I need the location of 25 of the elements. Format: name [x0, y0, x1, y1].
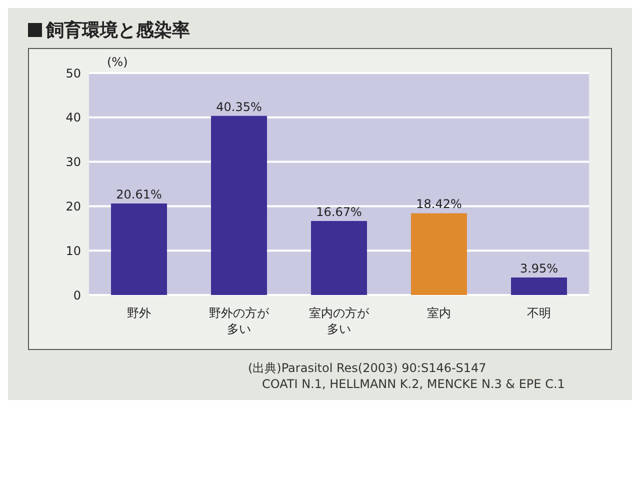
- data-label: 16.67%: [316, 204, 362, 219]
- text: COATI N.1, HELLMANN K.2, MENCKE N.3 & EPE C.1: [262, 376, 566, 392]
- bar: [411, 213, 467, 295]
- y-tick-label: 40: [66, 110, 81, 125]
- data-label: 18.42%: [416, 197, 462, 212]
- y-tick-label: 10: [66, 244, 81, 258]
- x-tick-label: 野外の方が多い: [209, 306, 270, 336]
- y-tick-label: 0: [73, 288, 81, 302]
- bar: [111, 203, 167, 295]
- x-tick-label: 室内: [427, 306, 451, 320]
- bar: [211, 116, 267, 295]
- chart-title: 飼育環境と感染率: [44, 19, 191, 43]
- bar: [311, 220, 367, 295]
- y-axis-title: (%): [107, 55, 128, 69]
- data-label: 40.35%: [216, 100, 262, 114]
- data-label: 20.61%: [116, 187, 162, 202]
- x-tick-label: 野外: [127, 306, 151, 320]
- x-tick-label: 室内の方が多い: [309, 306, 370, 336]
- text: (出典)Parasitol Res(2003) 90:S146-S147: [248, 360, 488, 376]
- y-tick-label: 20: [66, 199, 81, 214]
- data-label: 3.95%: [520, 261, 558, 276]
- y-tick-label: 30: [66, 155, 81, 170]
- x-tick-label: 不明: [527, 306, 551, 320]
- bar: [511, 277, 567, 295]
- y-tick-label: 50: [66, 66, 81, 80]
